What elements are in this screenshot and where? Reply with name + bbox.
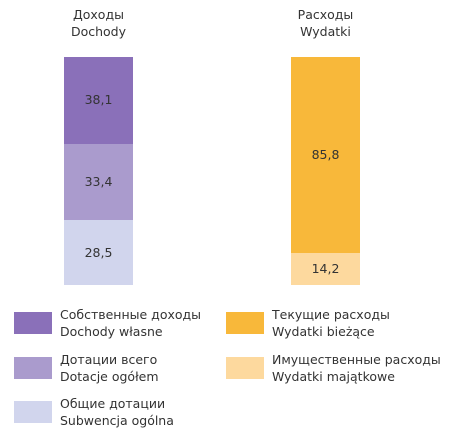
value-label: 33,4 [84,173,113,189]
legend-label: Текущие расходы Wydatki bieżące [272,307,390,339]
category-label: Расходы Wydatki [297,7,354,39]
legend-swatch [226,312,264,334]
legend-label: Собственные доходы Dochody własne [60,307,202,339]
legend-label: Имущественные расходы Wydatki majątkowe [272,352,441,384]
bar-segment [64,57,133,144]
legend-swatch [14,357,52,379]
bar-segment [291,57,360,253]
legend-swatch [14,312,52,334]
bar-segment [64,143,133,220]
legend-label: Дотации всего Dotacje ogółem [60,352,159,384]
legend-label: Общие дотации Subwencja ogólna [60,396,174,428]
value-label: 38,1 [84,92,113,108]
legend-swatch [14,401,52,423]
value-label: 85,8 [311,146,340,162]
category-label: Доходы Dochody [70,7,127,39]
value-label: 14,2 [311,260,340,276]
bar-segment [291,252,360,285]
bar-segment [64,220,133,285]
legend-swatch [226,357,264,379]
value-label: 28,5 [84,244,113,260]
